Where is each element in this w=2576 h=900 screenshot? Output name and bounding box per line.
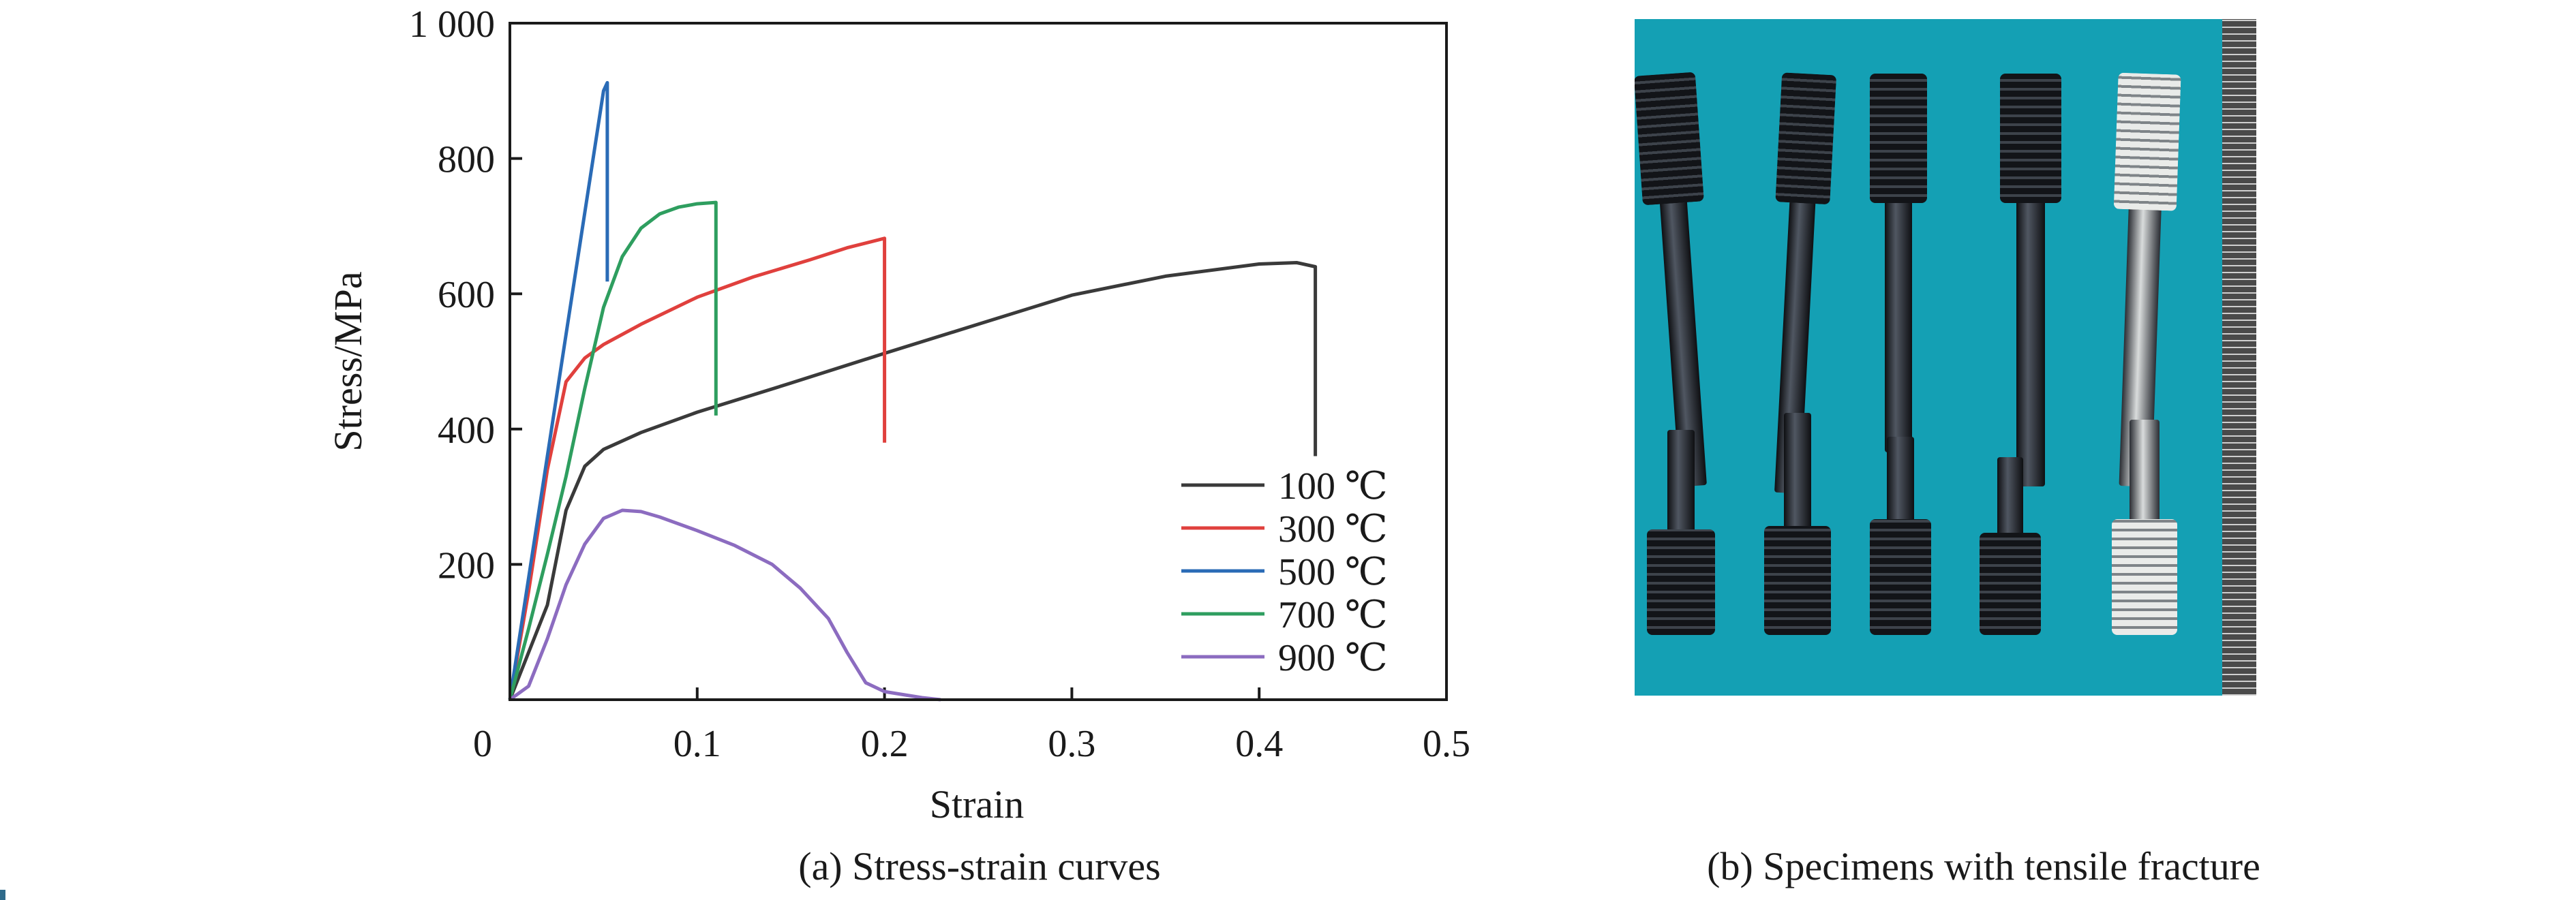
specimen-thread — [2000, 74, 2061, 203]
y-axis-label: Stress/MPa — [326, 271, 370, 451]
tensile-specimen — [2112, 420, 2177, 638]
specimen-shank — [1885, 200, 1912, 452]
legend-label: 700 ℃ — [1278, 594, 1388, 636]
series-line — [508, 261, 1318, 700]
tensile-specimen — [1870, 437, 1931, 638]
caption-b: (b) Specimens with tensile fracture — [1707, 844, 2260, 888]
specimen-thread — [1775, 72, 1837, 205]
series-lines — [508, 80, 1318, 702]
tensile-specimen — [1764, 413, 1831, 638]
x-tick-label: 0.3 — [1048, 723, 1095, 765]
y-tick-label: 400 — [438, 409, 495, 452]
legend-label: 300 ℃ — [1278, 508, 1388, 550]
axis-labels: 0 0.1 0.2 0.3 0.4 0.5 200 400 600 800 1 000 Strain S… — [326, 3, 1470, 826]
specimen-thread — [1870, 74, 1927, 203]
x-axis-label: Strain — [930, 782, 1025, 826]
specimen-thread — [1870, 519, 1931, 635]
specimen-thread — [1647, 529, 1715, 635]
tensile-specimen — [1635, 72, 1724, 491]
specimen-thread — [2113, 72, 2181, 211]
specimen-shank — [1784, 413, 1811, 529]
legend-label: 100 ℃ — [1278, 465, 1388, 508]
specimen-shank — [2130, 420, 2160, 522]
y-tick-label: 1 000 — [409, 3, 495, 46]
specimen-thread — [2112, 519, 2177, 635]
series-line — [508, 200, 718, 700]
specimen-thread — [1980, 533, 2041, 635]
y-tick-label: 600 — [438, 274, 495, 316]
tensile-specimen — [2000, 74, 2061, 489]
specimen-photo — [1635, 19, 2256, 696]
series-line — [509, 508, 941, 702]
tensile-specimen — [1870, 74, 1927, 455]
specimen-thread — [1764, 526, 1831, 635]
specimen-shank — [1997, 457, 2023, 536]
y-tick-label: 200 — [438, 544, 495, 587]
corner-mark — [0, 890, 5, 900]
plot-frame — [509, 22, 1448, 701]
x-tick-label: 0.1 — [673, 723, 721, 765]
specimen-shank — [2016, 200, 2045, 486]
y-tick-label: 800 — [438, 139, 495, 181]
x-tick-label: 0.5 — [1423, 723, 1470, 765]
specimen-shank — [1887, 437, 1914, 522]
ruler — [2222, 19, 2256, 696]
specimen-shank — [1667, 430, 1695, 532]
caption-a: (a) Stress-strain curves — [798, 844, 1161, 888]
legend-label: 900 ℃ — [1278, 637, 1388, 679]
series-line — [508, 80, 609, 700]
tensile-specimen — [1980, 457, 2041, 638]
x-tick-label: 0 — [473, 723, 492, 765]
tensile-specimen — [1647, 430, 1715, 638]
series-line — [508, 236, 887, 700]
x-tick-label: 0.4 — [1235, 723, 1283, 765]
specimen-thread — [1635, 72, 1704, 206]
legend-label: 500 ℃ — [1278, 551, 1388, 593]
x-tick-label: 0.2 — [861, 723, 909, 765]
